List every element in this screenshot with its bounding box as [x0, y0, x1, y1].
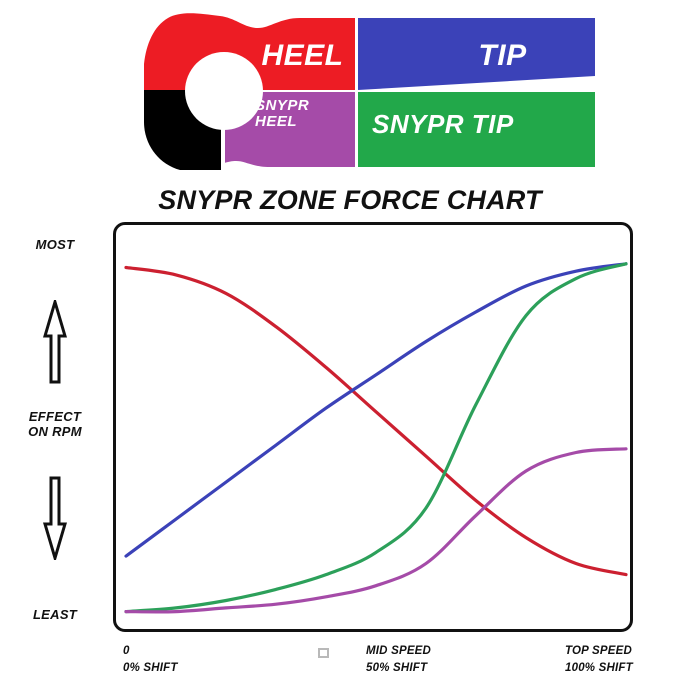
arrow-down-icon [42, 475, 68, 565]
arrow-up-icon [42, 296, 68, 390]
x-axis-start-label: 0 0% SHIFT [123, 645, 178, 674]
zone-label-tip: TIP [478, 39, 527, 72]
curve-snypr-heel [124, 447, 628, 614]
chart-plot-area [113, 222, 633, 632]
y-axis: MOST EFFECT ON RPM LEAST [0, 222, 110, 632]
zone-label-heel: HEEL [261, 39, 344, 72]
y-axis-middle-label: EFFECT ON RPM [28, 409, 82, 439]
small-square-marker-icon [318, 648, 329, 658]
chart-curves [124, 262, 628, 614]
shaft-stem [221, 126, 225, 170]
snypr-logo-badge: HEEL TIP SNYPR HEEL SNYPR TIP [140, 4, 600, 174]
chart-title: SNYPR ZONE FORCE CHART [158, 185, 542, 215]
club-head-diagram [144, 13, 595, 171]
hosel-circle-icon [185, 52, 263, 130]
zone-snypr-tip-fill [358, 92, 595, 167]
x-axis-mid-label: MID SPEED 50% SHIFT [366, 645, 432, 674]
curve-heel [124, 265, 628, 577]
zone-tip-fill [358, 18, 595, 90]
y-axis-bottom-label: LEAST [32, 607, 78, 622]
zone-label-snypr-tip: SNYPR TIP [372, 109, 514, 139]
x-axis: 0 0% SHIFT MID SPEED 50% SHIFT TOP SPEED… [113, 643, 673, 687]
curve-tip [124, 262, 628, 558]
x-axis-end-label: TOP SPEED 100% SHIFT [565, 645, 633, 674]
curve-snypr-tip [124, 262, 628, 614]
zone-label-snypr-heel: SNYPR HEEL [255, 97, 310, 130]
y-axis-top-label: MOST [35, 237, 75, 252]
